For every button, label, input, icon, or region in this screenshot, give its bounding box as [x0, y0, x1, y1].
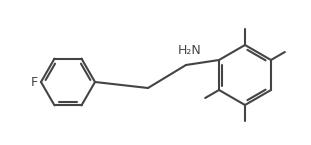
Text: H₂N: H₂N — [178, 44, 202, 57]
Text: F: F — [31, 76, 38, 88]
